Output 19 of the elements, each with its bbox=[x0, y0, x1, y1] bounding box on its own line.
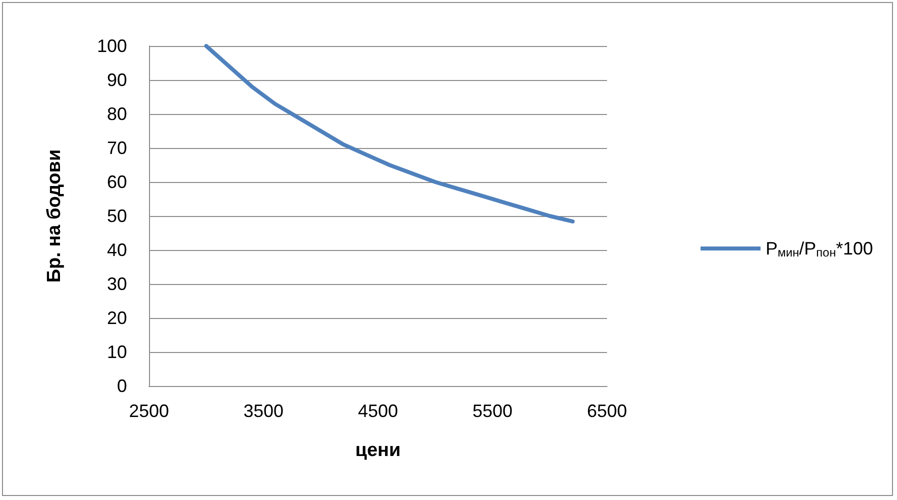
y-tick-label: 40 bbox=[106, 240, 127, 260]
y-tick-label: 0 bbox=[116, 376, 127, 396]
y-tick-label: 30 bbox=[106, 274, 127, 294]
x-axis-title: цени bbox=[355, 440, 401, 461]
x-tick-label: 2500 bbox=[128, 401, 170, 421]
line-series bbox=[204, 44, 575, 224]
y-tick-label: 60 bbox=[106, 172, 127, 192]
y-tick-label: 90 bbox=[106, 70, 127, 90]
y-tick-label: 100 bbox=[96, 36, 127, 56]
y-tick-label: 10 bbox=[106, 342, 127, 362]
y-tick-label: 50 bbox=[106, 206, 127, 226]
y-tick-label: 80 bbox=[106, 104, 127, 124]
x-tick-label: 5500 bbox=[472, 401, 513, 421]
x-tick-label: 4500 bbox=[358, 401, 398, 421]
y-axis-title: Бр. на бодови bbox=[44, 149, 65, 283]
x-tick-label: 6500 bbox=[586, 401, 628, 421]
y-tick-label: 70 bbox=[106, 138, 127, 158]
y-tick-label: 20 bbox=[106, 308, 127, 328]
x-tick-label: 3500 bbox=[243, 401, 284, 421]
